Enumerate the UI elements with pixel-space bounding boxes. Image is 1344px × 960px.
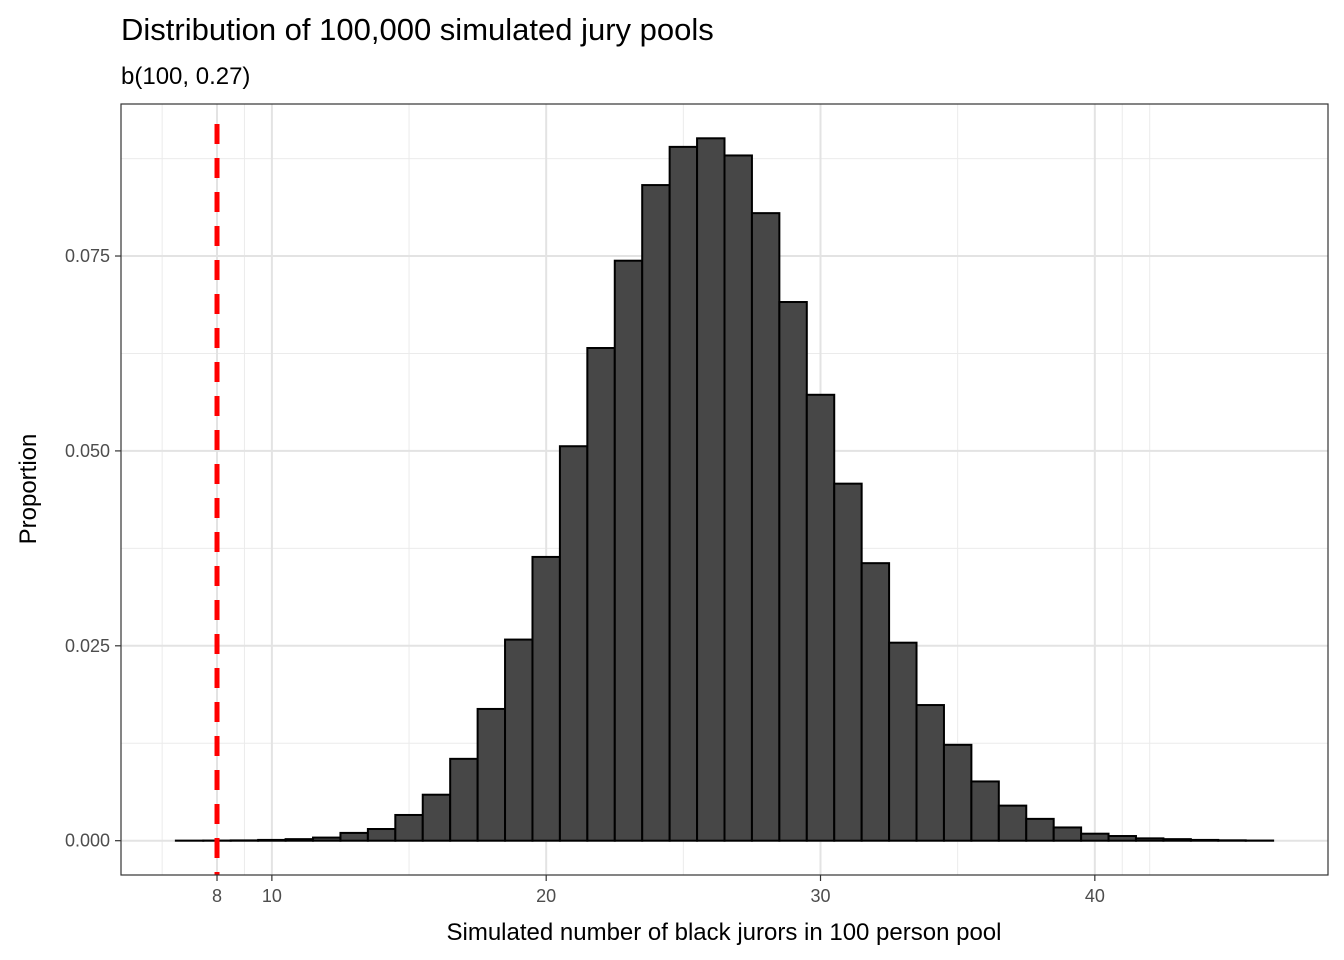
- histogram-bar: [1080, 832, 1110, 842]
- histogram-bar: [449, 757, 479, 842]
- histogram-bar: [339, 831, 369, 842]
- histogram-bar: [613, 259, 644, 842]
- histogram-bar: [723, 154, 753, 842]
- histogram-bar: [421, 793, 452, 842]
- panel-border: [120, 103, 1329, 876]
- x-tick-label: 30: [810, 886, 830, 906]
- y-tick-label: 0.025: [65, 636, 110, 656]
- histogram-bar: [750, 212, 781, 842]
- histogram-bar: [833, 482, 863, 842]
- histogram-bar: [1052, 826, 1083, 842]
- histogram-bar: [668, 145, 699, 842]
- chart-title: Distribution of 100,000 simulated jury p…: [121, 12, 714, 47]
- y-tick-label: 0.000: [65, 831, 110, 851]
- histogram-bar: [942, 743, 973, 842]
- x-tick-label: 20: [536, 886, 556, 906]
- x-tick-label: 10: [262, 886, 282, 906]
- x-tick-label: 8: [212, 886, 222, 906]
- y-tick-label: 0.075: [65, 246, 110, 266]
- histogram-bar: [641, 184, 671, 842]
- histogram-bar: [778, 301, 808, 842]
- y-tick-label: 0.050: [65, 441, 110, 461]
- histogram-bar: [1189, 838, 1220, 842]
- histogram-bar: [888, 641, 918, 842]
- histogram-bar: [1162, 838, 1192, 842]
- histogram-bar: [1107, 835, 1137, 842]
- histogram-bar: [915, 704, 945, 842]
- histogram-bar: [394, 813, 424, 842]
- histogram-bar: [1025, 817, 1055, 842]
- chart-subtitle: b(100, 0.27): [121, 63, 250, 90]
- histogram-bar: [696, 137, 726, 842]
- histogram-bar: [586, 347, 616, 842]
- x-tick-label: 40: [1085, 886, 1105, 906]
- histogram-bar: [504, 638, 534, 842]
- histogram-bar: [860, 562, 891, 842]
- histogram-bar: [558, 445, 589, 842]
- histogram-bar: [970, 780, 1000, 842]
- histogram-bar: [284, 838, 315, 842]
- histogram-bar: [476, 707, 507, 842]
- histogram-bar: [805, 393, 836, 842]
- histogram-bar: [531, 555, 561, 842]
- histogram-bar: [312, 836, 342, 842]
- y-axis-title: Proportion: [15, 434, 42, 545]
- histogram-bar: [366, 828, 397, 842]
- histogram-bar: [257, 838, 287, 842]
- histogram-bar: [1134, 837, 1165, 842]
- x-axis-title: Simulated number of black jurors in 100 …: [447, 919, 1002, 946]
- histogram-bar: [997, 804, 1028, 842]
